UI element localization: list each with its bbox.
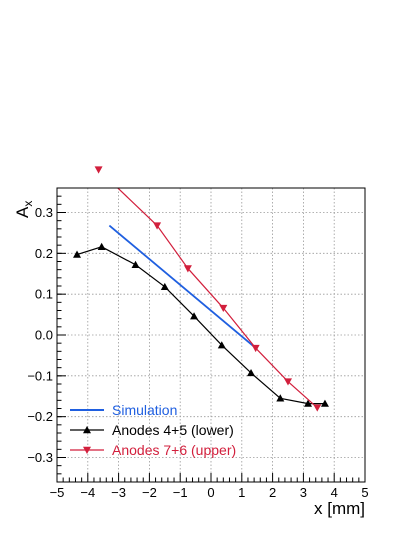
- data-point: [217, 341, 226, 349]
- y-axis-label: Ax: [13, 201, 35, 218]
- x-tick-label: 3: [300, 485, 307, 500]
- series-line: [116, 188, 318, 409]
- legend: Simulation Anodes 4+5 (lower) Anodes 7+6 (…: [70, 402, 236, 458]
- data-point: [251, 344, 260, 353]
- data-point: [284, 378, 292, 386]
- grid: [57, 188, 365, 482]
- y-tick-label: 0.2: [35, 246, 53, 261]
- data-point: [320, 399, 329, 407]
- y-tick-label: 0.0: [35, 328, 53, 343]
- data-point: [153, 222, 162, 230]
- axes: −5 −4 −3 −2 −1 0 1 2 3 4 5 −0.3 −0.2 −0.1 0.0 0.1 0.2 0.3: [27, 187, 369, 500]
- series-layer: [73, 166, 329, 412]
- data-point: [131, 260, 140, 268]
- series-line: [76, 246, 325, 405]
- data-point: [160, 282, 169, 291]
- series-simulation: [108, 224, 258, 350]
- series-anodes-4-5-lower-: [73, 242, 329, 407]
- y-tick-label: 0.1: [35, 287, 53, 302]
- legend-entry: Simulation: [70, 402, 177, 418]
- data-point: [83, 446, 91, 454]
- x-tick-label: −5: [50, 485, 65, 500]
- x-tick-label: 2: [269, 485, 276, 500]
- series-anodes-7-6-upper-: [94, 166, 322, 412]
- data-point: [97, 242, 106, 250]
- y-tick-label: 0.3: [35, 205, 53, 220]
- y-tick-label: −0.1: [27, 368, 53, 383]
- y-axis-label-main: A: [13, 206, 32, 218]
- y-tick-label: −0.3: [27, 450, 53, 465]
- data-point: [247, 368, 256, 377]
- data-point: [183, 265, 192, 273]
- x-tick-label: −4: [80, 485, 95, 500]
- data-point: [73, 250, 82, 258]
- y-axis-label-subscript: x: [21, 201, 35, 207]
- data-point: [190, 312, 199, 320]
- legend-label: Anodes 7+6 (upper): [112, 442, 236, 458]
- x-tick-label: 0: [207, 485, 214, 500]
- x-axis-label: x [mm]: [314, 499, 365, 518]
- x-tick-label: −2: [142, 485, 157, 500]
- legend-entry: Anodes 7+6 (upper): [70, 442, 236, 458]
- x-tick-label: −3: [111, 485, 126, 500]
- legend-label: Anodes 4+5 (lower): [112, 422, 234, 438]
- data-point: [304, 399, 313, 407]
- data-point: [83, 426, 91, 434]
- x-tick-label: 5: [361, 485, 368, 500]
- data-point: [219, 304, 228, 313]
- y-tick-label: −0.2: [27, 409, 53, 424]
- x-tick-label: 4: [331, 485, 338, 500]
- data-point: [313, 404, 322, 412]
- series-line: [108, 224, 258, 350]
- data-point: [94, 166, 103, 174]
- data-point: [276, 394, 285, 402]
- legend-label: Simulation: [112, 402, 177, 418]
- x-tick-label: 1: [238, 485, 245, 500]
- x-tick-label: −1: [173, 485, 188, 500]
- legend-entry: Anodes 4+5 (lower): [70, 422, 234, 438]
